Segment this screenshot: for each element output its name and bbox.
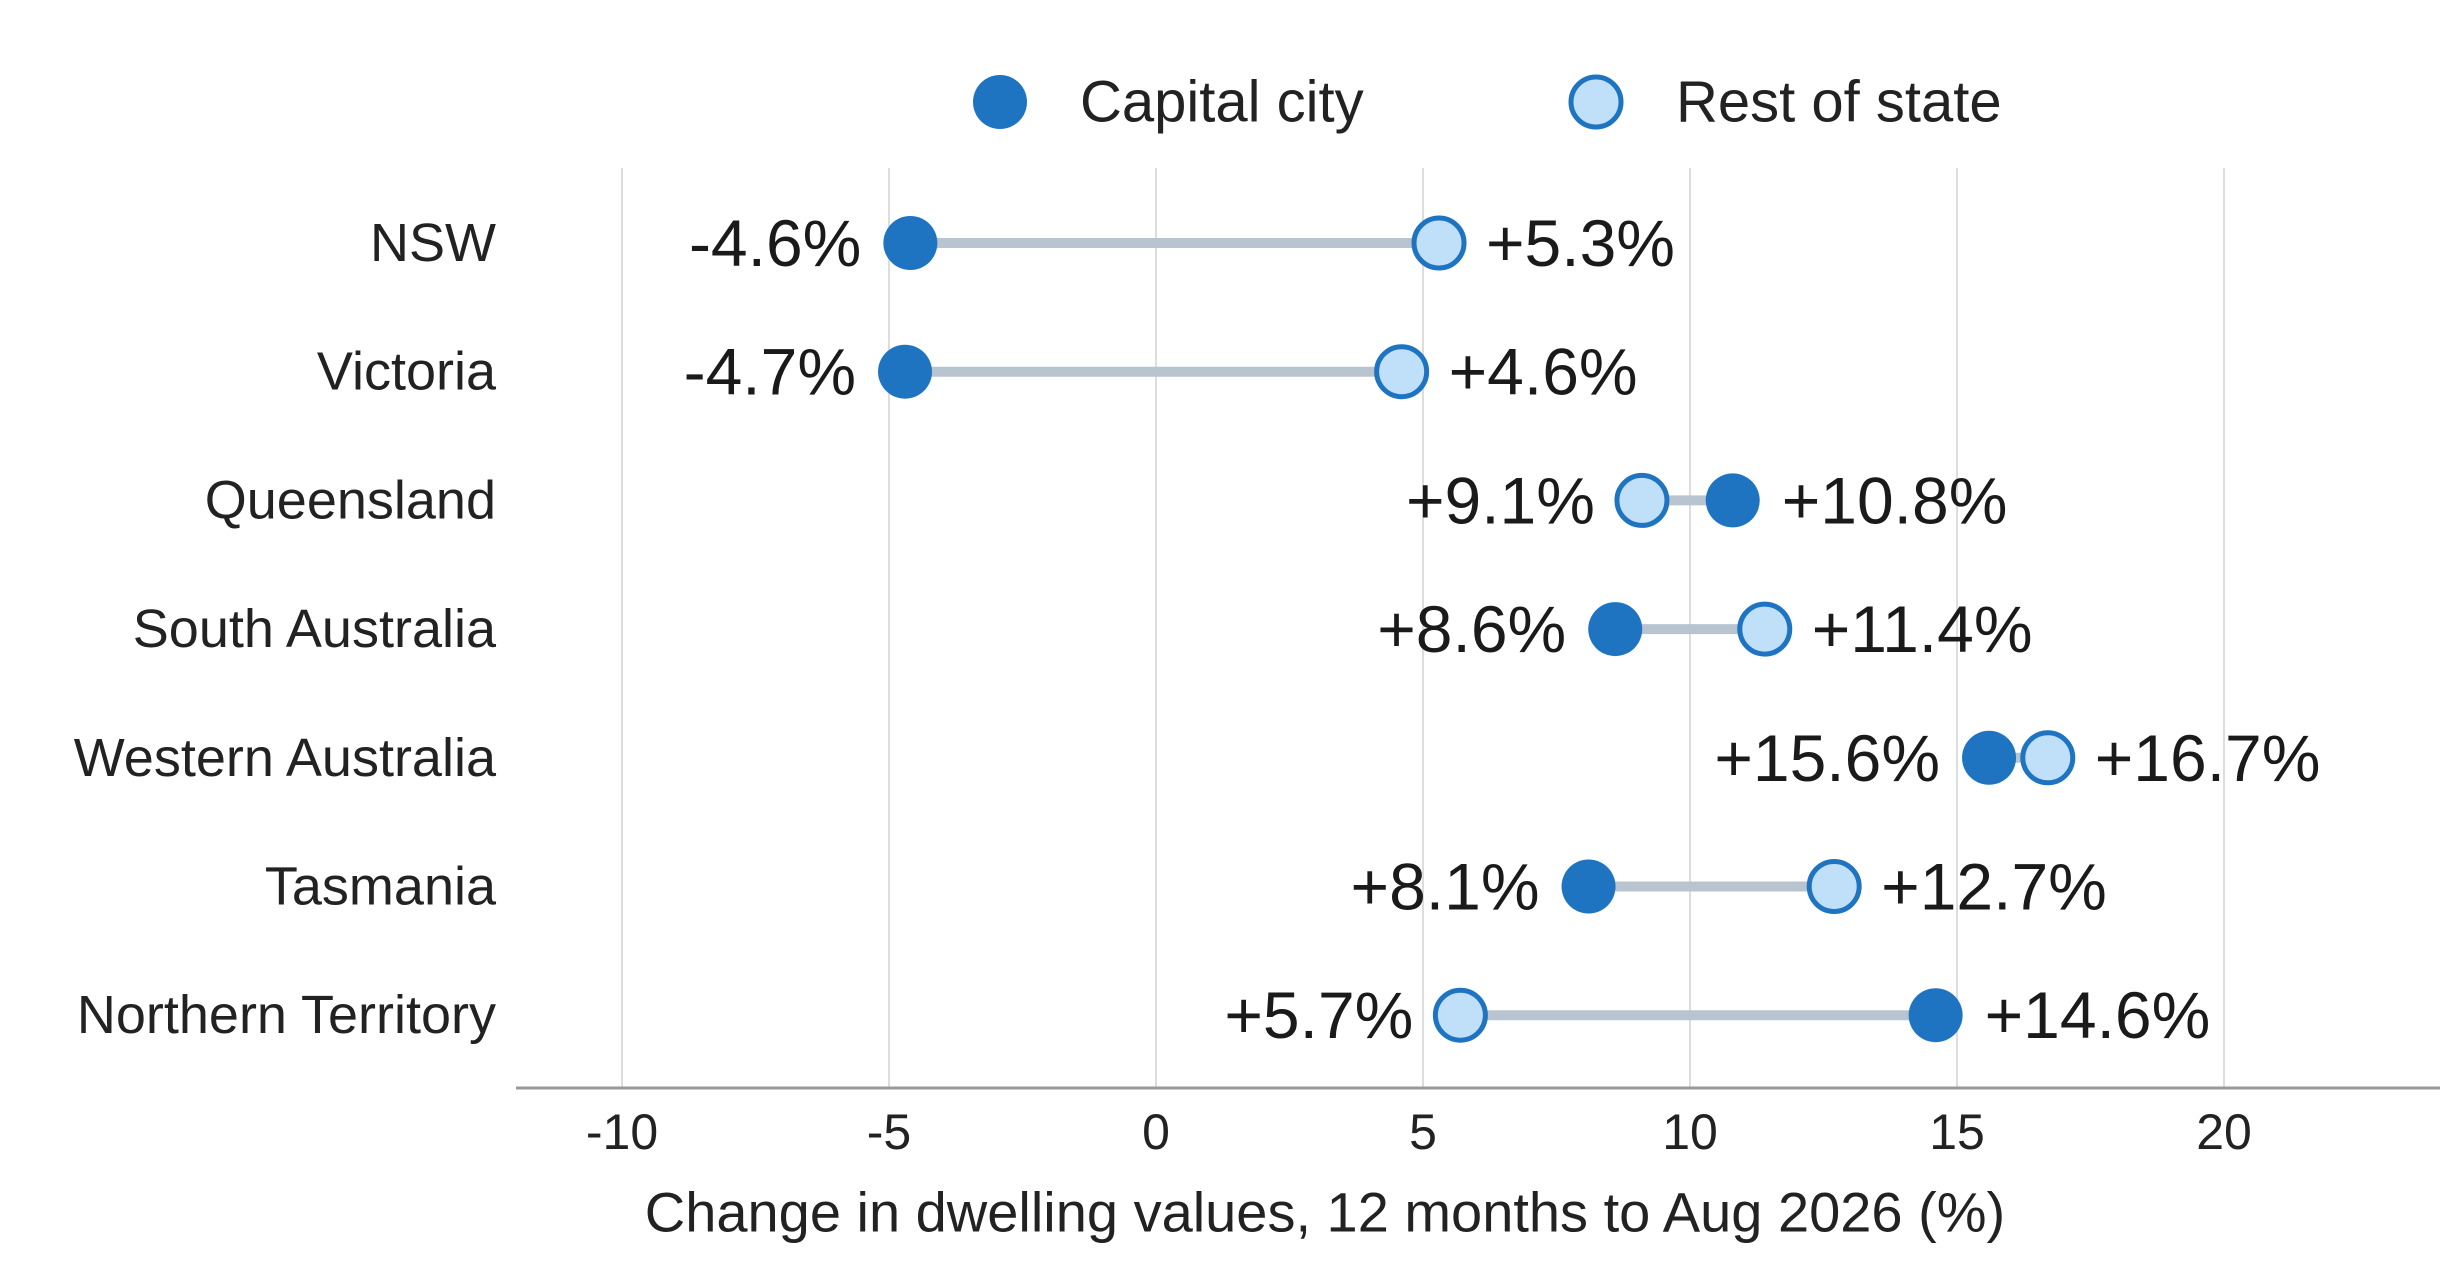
capital-city-value-label: -4.6% [689, 206, 861, 280]
category-label: Queensland [205, 470, 496, 530]
row-south-australia: South Australia +8.6% +11.4% [133, 592, 2033, 666]
legend-rest-of-state-label: Rest of state [1676, 70, 2002, 135]
legend: Capital city Rest of state [973, 70, 2002, 135]
row-queensland: Queensland +10.8% +9.1% [205, 463, 2008, 537]
rest-of-state-point [1614, 472, 1670, 528]
category-label: Northern Territory [77, 985, 496, 1045]
capital-city-point [1962, 730, 2017, 785]
rest-of-state-value-label: +5.3% [1486, 206, 1675, 280]
rest-of-state-point [1432, 987, 1488, 1043]
capital-city-point [878, 344, 933, 399]
x-tick-label: -5 [867, 1104, 911, 1160]
x-axis-title: Change in dwelling values, 12 months to … [645, 1181, 2005, 1244]
capital-city-point [883, 216, 938, 270]
category-label: South Australia [133, 599, 497, 659]
row-victoria: Victoria -4.7% +4.6% [317, 335, 1638, 409]
rest-of-state-point [1411, 215, 1467, 271]
x-axis-ticks: -10 -5 0 5 10 15 20 [586, 1104, 2252, 1160]
legend-capital-city-label: Capital city [1080, 70, 1364, 135]
x-tick-label: -10 [586, 1104, 658, 1160]
rest-of-state-value-label: +11.4% [1812, 592, 2033, 666]
category-label: NSW [370, 213, 496, 273]
rest-of-state-point [1737, 601, 1793, 657]
capital-city-value-label: +8.6% [1377, 592, 1566, 666]
category-label: Tasmania [265, 857, 497, 917]
capital-city-point [1908, 988, 1963, 1043]
x-tick-label: 20 [2196, 1104, 2252, 1160]
row-northern-territory: Northern Territory +14.6% +5.7% [77, 978, 2210, 1052]
x-tick-label: 0 [1142, 1104, 1170, 1160]
rest-of-state-value-label: +5.7% [1224, 978, 1413, 1052]
category-label: Western Australia [74, 728, 497, 788]
capital-city-value-label: -4.7% [684, 335, 856, 409]
row-tasmania: Tasmania +8.1% +12.7% [265, 850, 2107, 924]
rest-of-state-value-label: +16.7% [2095, 721, 2321, 795]
rest-of-state-point [1806, 859, 1862, 914]
capital-city-value-label: +10.8% [1782, 463, 2008, 537]
rest-of-state-value-label: +12.7% [1881, 850, 2107, 924]
capital-city-value-label: +14.6% [1985, 978, 2211, 1052]
capital-city-point [1561, 859, 1616, 914]
x-tick-label: 5 [1409, 1104, 1437, 1160]
capital-city-point [1705, 473, 1760, 528]
rest-of-state-value-label: +9.1% [1406, 463, 1595, 537]
row-western-australia: Western Australia +15.6% +16.7% [74, 721, 2321, 795]
rest-of-state-value-label: +4.6% [1449, 335, 1638, 409]
x-tick-label: 10 [1662, 1104, 1718, 1160]
capital-city-point [1588, 602, 1643, 657]
rest-of-state-point [2020, 730, 2076, 786]
rest-of-state-point [1374, 344, 1430, 400]
legend-rest-of-state-marker [1568, 74, 1624, 130]
chart-rows: NSW -4.6% +5.3% Victoria -4.7% +4.6% Queenslan… [74, 206, 2321, 1052]
capital-city-value-label: +8.1% [1351, 850, 1540, 924]
category-label: Victoria [317, 342, 497, 402]
capital-city-value-label: +15.6% [1714, 721, 1940, 795]
row-nsw: NSW -4.6% +5.3% [370, 206, 1675, 280]
legend-capital-city-marker [973, 75, 1027, 129]
x-tick-label: 15 [1929, 1104, 1985, 1160]
